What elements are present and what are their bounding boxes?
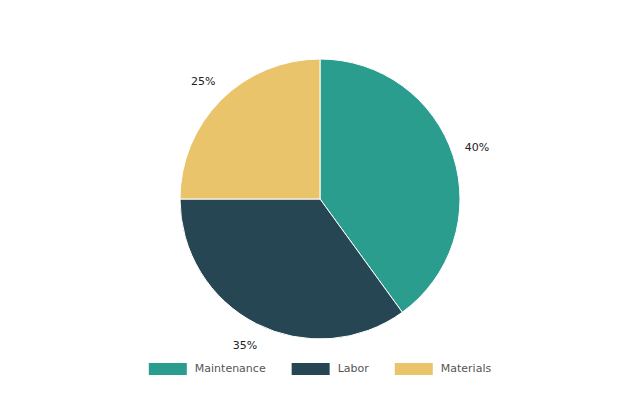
- legend-item: Maintenance: [149, 362, 266, 375]
- legend-label: Materials: [441, 362, 492, 375]
- legend-swatch: [395, 363, 433, 375]
- legend-item: Materials: [395, 362, 492, 375]
- pie-slice: [180, 199, 402, 339]
- data-labels: 40% 35% 25%: [191, 75, 489, 352]
- legend-swatch: [149, 363, 187, 375]
- legend-item: Labor: [292, 362, 370, 375]
- data-label: 25%: [191, 75, 215, 88]
- chart: 40% 35% 25% Maintenance Labor Materials: [0, 0, 640, 416]
- legend: Maintenance Labor Materials: [149, 362, 492, 375]
- pie-slice: [180, 59, 320, 199]
- legend-label: Labor: [338, 362, 370, 375]
- pie: [180, 59, 460, 339]
- data-label: 35%: [233, 339, 257, 352]
- legend-swatch: [292, 363, 330, 375]
- legend-label: Maintenance: [195, 362, 266, 375]
- data-label: 40%: [465, 141, 489, 154]
